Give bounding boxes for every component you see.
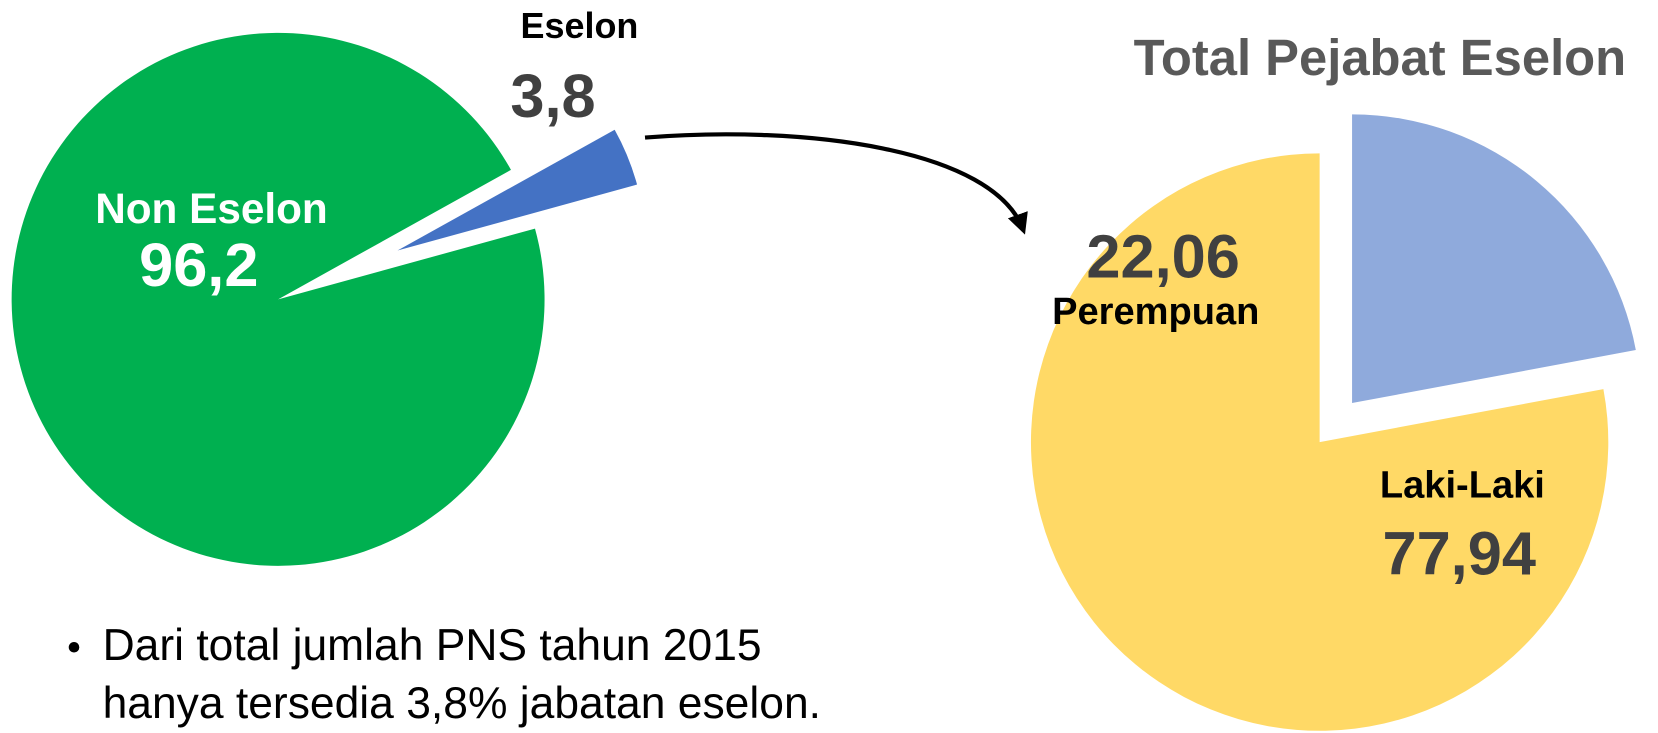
slice-category: Perempuan xyxy=(1052,291,1259,333)
note-line: Dari total jumlah PNS tahun 2015 xyxy=(103,621,762,670)
bullet xyxy=(68,641,80,653)
slice-value: 77,94 xyxy=(1382,519,1535,588)
chart-title: Total Pejabat Eselon xyxy=(1134,29,1627,86)
pie-slice xyxy=(1030,153,1609,731)
pie-slice xyxy=(11,32,545,566)
slice-category: Non Eselon xyxy=(95,185,328,232)
slice-category: Laki-Laki xyxy=(1380,465,1545,507)
pie-slice xyxy=(1352,114,1636,404)
arrow xyxy=(644,132,1028,235)
slice-value: 96,2 xyxy=(139,230,258,299)
slice-category: Eselon xyxy=(521,5,639,46)
note-line: hanya tersedia 3,8% jabatan eselon. xyxy=(103,679,821,728)
pie-slice xyxy=(397,129,638,251)
slice-value: 22,06 xyxy=(1086,221,1239,290)
slice-value: 3,8 xyxy=(510,61,595,130)
